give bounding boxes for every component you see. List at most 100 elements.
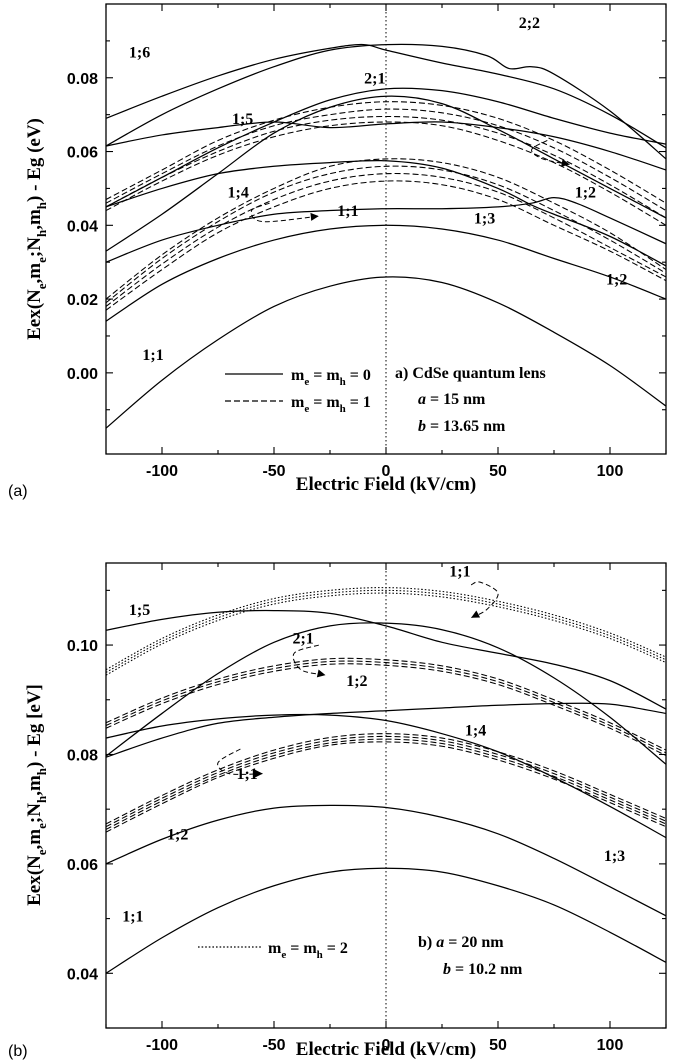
series-line-solid-6 bbox=[105, 609, 667, 710]
legend-part: = m bbox=[309, 367, 340, 384]
annotation-line-1: b) a = 20 nm bbox=[418, 934, 504, 951]
legend-part: = m bbox=[286, 940, 317, 957]
annotation-line-1: a) CdSe quantum lens bbox=[395, 365, 546, 382]
legend-sub: h bbox=[340, 403, 346, 415]
ylabel-sub: e bbox=[34, 823, 49, 829]
annotation-arrow bbox=[292, 644, 326, 676]
legend-part: = 2 bbox=[323, 940, 348, 957]
series-line-solid-3 bbox=[105, 197, 667, 263]
series-line-solid-5 bbox=[105, 622, 667, 765]
curve-label: 1;1 bbox=[142, 347, 163, 364]
ylabel-part: Eex(N bbox=[24, 855, 45, 906]
series-line-dashed-17 bbox=[105, 101, 667, 204]
curve-label: 2;1 bbox=[292, 630, 313, 647]
y-tick-label: 0.04 bbox=[67, 966, 98, 983]
y-tick-label: 0.06 bbox=[67, 857, 98, 874]
annotation-arrow bbox=[470, 581, 499, 619]
series-line-dashed-15 bbox=[105, 115, 667, 219]
series-line-dashed-12 bbox=[105, 660, 667, 754]
curve-label: 1;2 bbox=[346, 673, 367, 690]
arrow-head bbox=[254, 769, 263, 778]
panel-a-arrows bbox=[250, 140, 570, 223]
series-line-dashed-7 bbox=[105, 741, 667, 833]
arrow-head bbox=[561, 158, 570, 167]
annotation-line-2: a = 15 nm bbox=[418, 391, 486, 408]
legend-dotted-label: me = mh = 2 bbox=[268, 940, 348, 961]
panel-a-x-axis-label: Electric Field (kV/cm) bbox=[296, 474, 476, 495]
ylabel-part: ) - Eg [eV] bbox=[24, 684, 45, 768]
series-line-solid-5 bbox=[105, 95, 667, 252]
curve-label: 1;6 bbox=[129, 44, 150, 61]
ylabel-sub: e bbox=[34, 849, 49, 855]
series-line-solid-1 bbox=[105, 867, 667, 974]
ylabel-part: ,m bbox=[24, 263, 45, 284]
curve-label: 1;1 bbox=[122, 908, 143, 925]
series-line-solid-2 bbox=[105, 804, 667, 917]
param-value: = 15 nm bbox=[426, 391, 486, 408]
panel-b-tag: (b) bbox=[8, 1043, 28, 1060]
series-line-dotted-15 bbox=[105, 589, 667, 673]
series-line-dotted-16 bbox=[105, 587, 667, 671]
x-tick-label: 0 bbox=[382, 1037, 391, 1054]
panel-b-tick-labels: -100 -50 0 50 100 0.04 0.06 0.08 0.10 bbox=[67, 638, 624, 1054]
ylabel-sub: e bbox=[34, 257, 49, 263]
annotation-arrow bbox=[531, 140, 570, 165]
ylabel-part: ;N bbox=[24, 237, 45, 257]
annotation-arrow bbox=[217, 748, 263, 775]
series-line-solid-4 bbox=[105, 159, 667, 267]
param-value: = 13.65 nm bbox=[426, 418, 506, 435]
param-symbol: a bbox=[436, 934, 444, 951]
ylabel-part: ,m bbox=[24, 209, 45, 230]
legend-dashed-label: me = mh = 1 bbox=[291, 394, 371, 415]
annotation-arrow bbox=[250, 202, 319, 223]
series-line-dashed-10 bbox=[105, 180, 667, 311]
curve-label: 1;2 bbox=[167, 826, 188, 843]
series-line-dashed-14 bbox=[105, 121, 667, 226]
param-value: = 10.2 nm bbox=[451, 961, 523, 978]
curve-label: 1;2 bbox=[575, 185, 596, 202]
legend-sub: h bbox=[317, 949, 323, 961]
ylabel-sub: h bbox=[34, 795, 49, 803]
x-tick-label: 50 bbox=[489, 463, 507, 480]
x-tick-label: 100 bbox=[597, 463, 624, 480]
x-tick-label: -50 bbox=[262, 463, 285, 480]
series-line-solid-4 bbox=[105, 702, 667, 758]
series-line-dashed-9 bbox=[105, 735, 667, 828]
legend-part: = 1 bbox=[346, 394, 371, 411]
series-line-dashed-13 bbox=[105, 657, 667, 751]
ylabel-sub: e bbox=[34, 283, 49, 289]
ylabel-sub: h bbox=[34, 201, 49, 209]
y-tick-label: 0.02 bbox=[67, 292, 98, 309]
curve-label: 1;5 bbox=[129, 602, 150, 619]
legend-part: = m bbox=[309, 394, 340, 411]
y-tick-label: 0.10 bbox=[67, 638, 98, 655]
series-line-solid-8 bbox=[105, 43, 667, 149]
series-line-dashed-16 bbox=[105, 108, 667, 212]
y-tick-label: 0.08 bbox=[67, 747, 98, 764]
series-line-dashed-8 bbox=[105, 738, 667, 830]
series-line-dashed-12 bbox=[105, 165, 667, 304]
annotation-line-2: b = 10.2 nm bbox=[443, 961, 523, 978]
param-value: = 20 nm bbox=[444, 934, 504, 951]
param-symbol: b bbox=[443, 961, 451, 978]
x-tick-label: 100 bbox=[597, 1037, 624, 1054]
legend-sub: e bbox=[304, 376, 309, 388]
curve-label: 1;1 bbox=[337, 203, 358, 220]
ylabel-part: ,m bbox=[24, 775, 45, 796]
series-line-solid-9 bbox=[105, 43, 667, 160]
y-tick-label: 0.00 bbox=[67, 366, 98, 383]
x-tick-label: 0 bbox=[382, 463, 391, 480]
series-line-solid-1 bbox=[105, 276, 667, 429]
panel-b-legend: me = mh = 2 bbox=[198, 940, 348, 961]
legend-sub: h bbox=[340, 376, 346, 388]
legend-part: = 0 bbox=[346, 367, 371, 384]
curve-label: 1;3 bbox=[474, 210, 495, 227]
panel-a-annotation: a) CdSe quantum lens a = 15 nm b = 13.65… bbox=[395, 365, 546, 435]
series-line-dotted-14 bbox=[105, 592, 667, 676]
legend-part: m bbox=[268, 940, 282, 957]
series-line-solid-6 bbox=[105, 121, 667, 171]
panel-a-curves bbox=[105, 43, 667, 429]
arrow-head bbox=[316, 669, 326, 678]
panel-b-arrows bbox=[217, 581, 499, 778]
